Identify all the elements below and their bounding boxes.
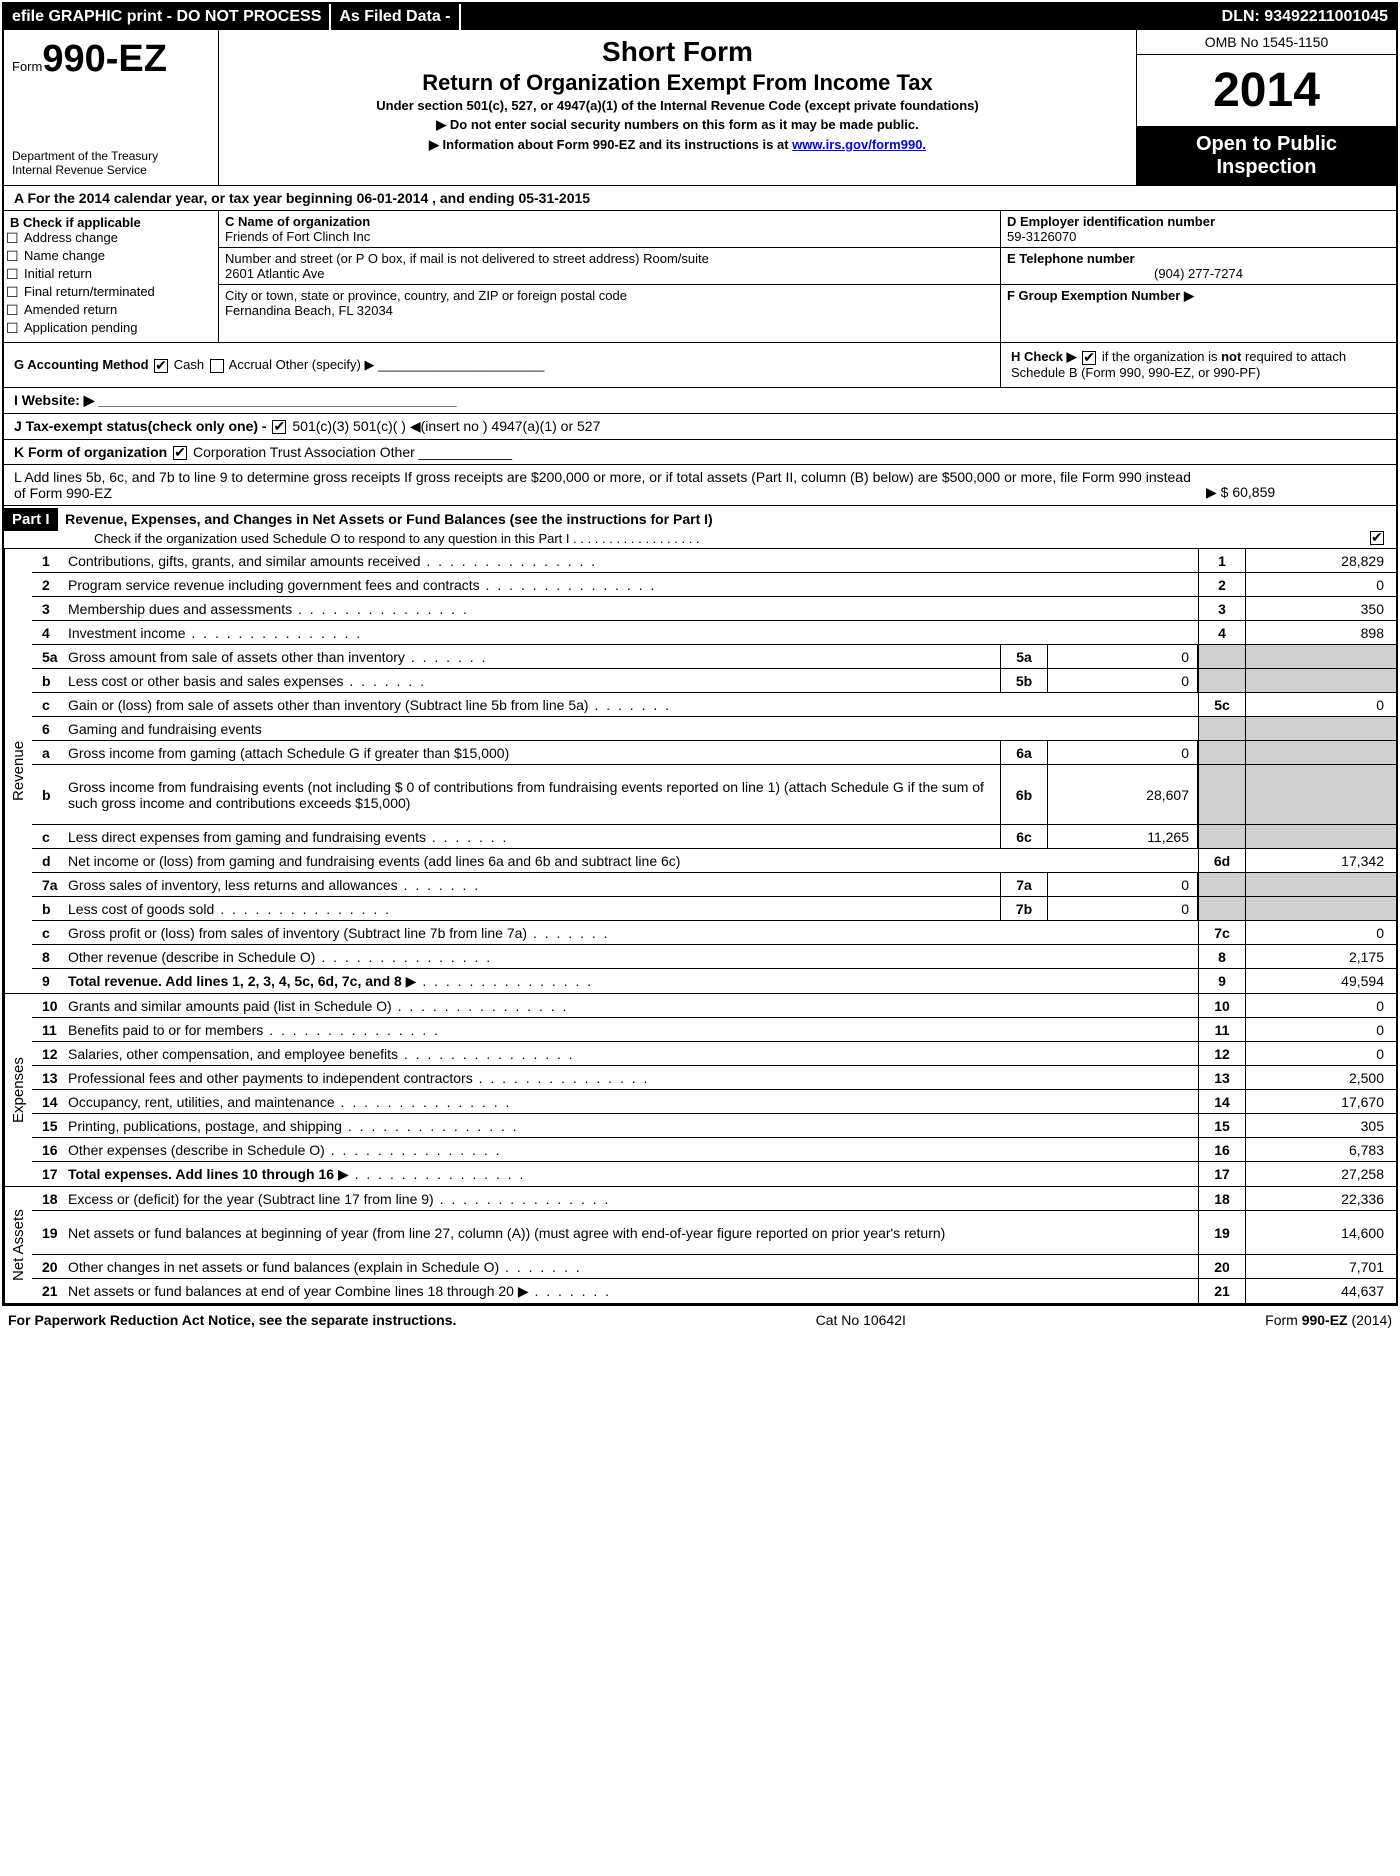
header-center: Short Form Return of Organization Exempt… (219, 30, 1136, 185)
d-label: D Employer identification number (1007, 214, 1390, 229)
f-label: F Group Exemption Number ▶ (1007, 288, 1390, 304)
line-a: A For the 2014 calendar year, or tax yea… (4, 186, 1396, 211)
netassets-label: Net Assets (4, 1187, 32, 1303)
tax-year: 2014 (1137, 55, 1396, 126)
cb-corporation[interactable] (173, 446, 187, 460)
part1-check-text: Check if the organization used Schedule … (94, 531, 700, 546)
section-b-label: B Check if applicable (10, 215, 212, 230)
omb-number: OMB No 1545-1150 (1137, 30, 1396, 55)
cb-name-change[interactable]: Name change (24, 248, 212, 263)
section-b: B Check if applicable Address change Nam… (4, 211, 219, 342)
asfiled-label: As Filed Data - (331, 4, 460, 30)
instruct-link-row: ▶ Information about Form 990-EZ and its … (235, 137, 1120, 153)
c-street-label: Number and street (or P O box, if mail i… (225, 251, 994, 266)
instruct-ssn: ▶ Do not enter social security numbers o… (235, 117, 1120, 133)
cb-schedule-o[interactable] (1370, 531, 1384, 545)
revenue-label: Revenue (4, 549, 32, 993)
cb-address-change[interactable]: Address change (24, 230, 212, 245)
irs-link[interactable]: www.irs.gov/form990. (792, 137, 926, 152)
subtitle: Under section 501(c), 527, or 4947(a)(1)… (235, 98, 1120, 113)
title-return: Return of Organization Exempt From Incom… (235, 70, 1120, 96)
top-bar: efile GRAPHIC print - DO NOT PROCESS As … (4, 4, 1396, 30)
header-right: OMB No 1545-1150 2014 Open to Public Ins… (1136, 30, 1396, 185)
header: Form990-EZ Department of the Treasury In… (4, 30, 1396, 186)
instruct-pre: ▶ Information about Form 990-EZ and its … (429, 137, 792, 152)
c-city-label: City or town, state or province, country… (225, 288, 994, 303)
footer-left: For Paperwork Reduction Act Notice, see … (8, 1312, 456, 1328)
dept-treasury: Department of the Treasury (12, 149, 210, 163)
part1-header-row: Part I Revenue, Expenses, and Changes in… (4, 506, 1396, 549)
section-j: J Tax-exempt status(check only one) - 50… (4, 414, 1396, 440)
form-page: efile GRAPHIC print - DO NOT PROCESS As … (2, 2, 1398, 1306)
form-number: 990-EZ (42, 38, 167, 80)
header-left: Form990-EZ Department of the Treasury In… (4, 30, 219, 185)
c-name-label: C Name of organization (225, 214, 994, 229)
org-info-row: B Check if applicable Address change Nam… (4, 211, 1396, 343)
cb-initial-return[interactable]: Initial return (24, 266, 212, 281)
footer: For Paperwork Reduction Act Notice, see … (0, 1308, 1400, 1332)
section-l-text: L Add lines 5b, 6c, and 7b to line 9 to … (14, 469, 1206, 501)
section-g: G Accounting Method Cash Accrual Other (… (4, 343, 1001, 387)
footer-mid: Cat No 10642I (816, 1312, 906, 1328)
footer-right: Form 990-EZ (2014) (1265, 1312, 1392, 1328)
expenses-label: Expenses (4, 994, 32, 1186)
efile-notice: efile GRAPHIC print - DO NOT PROCESS (4, 4, 331, 30)
revenue-section: Revenue 1Contributions, gifts, grants, a… (4, 549, 1396, 994)
e-label: E Telephone number (1007, 251, 1390, 266)
section-h: H Check ▶ if the organization is not req… (1001, 343, 1396, 387)
gh-row: G Accounting Method Cash Accrual Other (… (4, 343, 1396, 388)
part1-title: Revenue, Expenses, and Changes in Net As… (61, 511, 713, 527)
cb-501c3[interactable] (272, 420, 286, 434)
form-prefix: Form (12, 59, 42, 74)
cb-accrual[interactable] (210, 359, 224, 373)
ein-value: 59-3126070 (1007, 229, 1390, 244)
netassets-section: Net Assets 18Excess or (deficit) for the… (4, 1187, 1396, 1304)
section-k: K Form of organization Corporation Trust… (4, 440, 1396, 465)
section-i: I Website: ▶ ___________________________… (4, 388, 1396, 414)
section-def: D Employer identification number 59-3126… (1001, 211, 1396, 342)
cb-cash[interactable] (154, 359, 168, 373)
title-short-form: Short Form (235, 36, 1120, 68)
section-l: L Add lines 5b, 6c, and 7b to line 9 to … (4, 465, 1396, 506)
part1-label: Part I (4, 508, 58, 531)
dept-info: Department of the Treasury Internal Reve… (12, 149, 210, 177)
dln-label: DLN: 93492211001045 (1214, 4, 1396, 30)
org-city: Fernandina Beach, FL 32034 (225, 303, 994, 318)
open-public: Open to Public Inspection (1137, 127, 1396, 185)
cb-amended-return[interactable]: Amended return (24, 302, 212, 317)
org-street: 2601 Atlantic Ave (225, 266, 994, 281)
expenses-section: Expenses 10Grants and similar amounts pa… (4, 994, 1396, 1187)
dept-irs: Internal Revenue Service (12, 163, 210, 177)
phone-value: (904) 277-7274 (1007, 266, 1390, 281)
cb-schedule-b[interactable] (1082, 351, 1096, 365)
cb-final-return[interactable]: Final return/terminated (24, 284, 212, 299)
section-l-amount: ▶ $ 60,859 (1206, 484, 1386, 501)
cb-application-pending[interactable]: Application pending (24, 320, 212, 335)
section-c: C Name of organization Friends of Fort C… (219, 211, 1001, 342)
org-name: Friends of Fort Clinch Inc (225, 229, 994, 244)
